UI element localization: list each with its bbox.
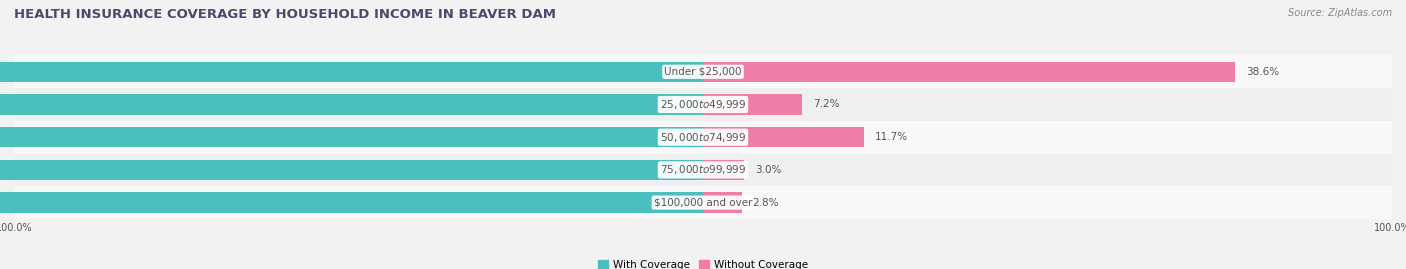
Text: $100,000 and over: $100,000 and over xyxy=(654,198,752,208)
Text: 7.2%: 7.2% xyxy=(813,100,839,109)
Bar xyxy=(0,192,703,213)
Bar xyxy=(0,127,703,147)
Text: Source: ZipAtlas.com: Source: ZipAtlas.com xyxy=(1288,8,1392,18)
Bar xyxy=(703,94,803,115)
Bar xyxy=(14,186,1392,219)
Text: HEALTH INSURANCE COVERAGE BY HOUSEHOLD INCOME IN BEAVER DAM: HEALTH INSURANCE COVERAGE BY HOUSEHOLD I… xyxy=(14,8,555,21)
Legend: With Coverage, Without Coverage: With Coverage, Without Coverage xyxy=(593,255,813,269)
Text: 11.7%: 11.7% xyxy=(876,132,908,142)
Text: 38.6%: 38.6% xyxy=(1246,67,1279,77)
Bar xyxy=(14,55,1392,88)
Bar xyxy=(14,154,1392,186)
Bar xyxy=(703,127,865,147)
Text: $25,000 to $49,999: $25,000 to $49,999 xyxy=(659,98,747,111)
Bar xyxy=(0,94,703,115)
Text: 3.0%: 3.0% xyxy=(755,165,782,175)
Text: $75,000 to $99,999: $75,000 to $99,999 xyxy=(659,163,747,176)
Bar xyxy=(703,62,1234,82)
Bar xyxy=(0,160,703,180)
Bar xyxy=(703,160,744,180)
Bar xyxy=(0,62,703,82)
Bar xyxy=(14,121,1392,154)
Text: $50,000 to $74,999: $50,000 to $74,999 xyxy=(659,131,747,144)
Bar xyxy=(703,192,741,213)
Text: Under $25,000: Under $25,000 xyxy=(664,67,742,77)
Bar xyxy=(14,88,1392,121)
Text: 2.8%: 2.8% xyxy=(752,198,779,208)
